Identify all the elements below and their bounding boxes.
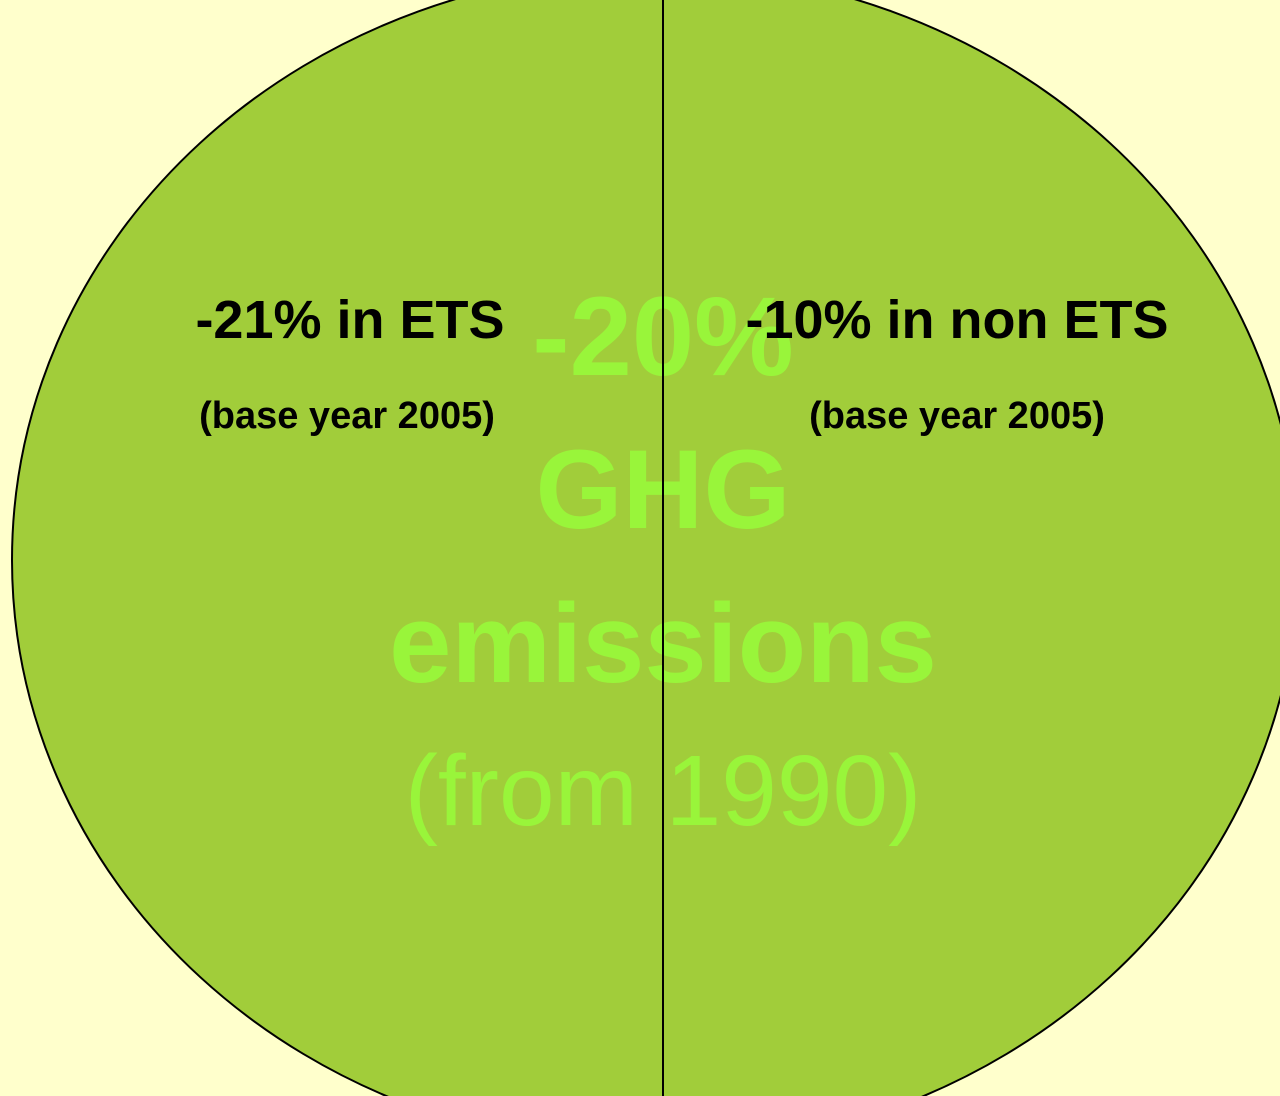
left-title: -21% in ETS: [195, 290, 504, 350]
right-title: -10% in non ETS: [745, 290, 1168, 350]
left-subtitle: (base year 2005): [199, 395, 495, 437]
ellipse: [11, 0, 1280, 1096]
right-subtitle: (base year 2005): [809, 395, 1105, 437]
